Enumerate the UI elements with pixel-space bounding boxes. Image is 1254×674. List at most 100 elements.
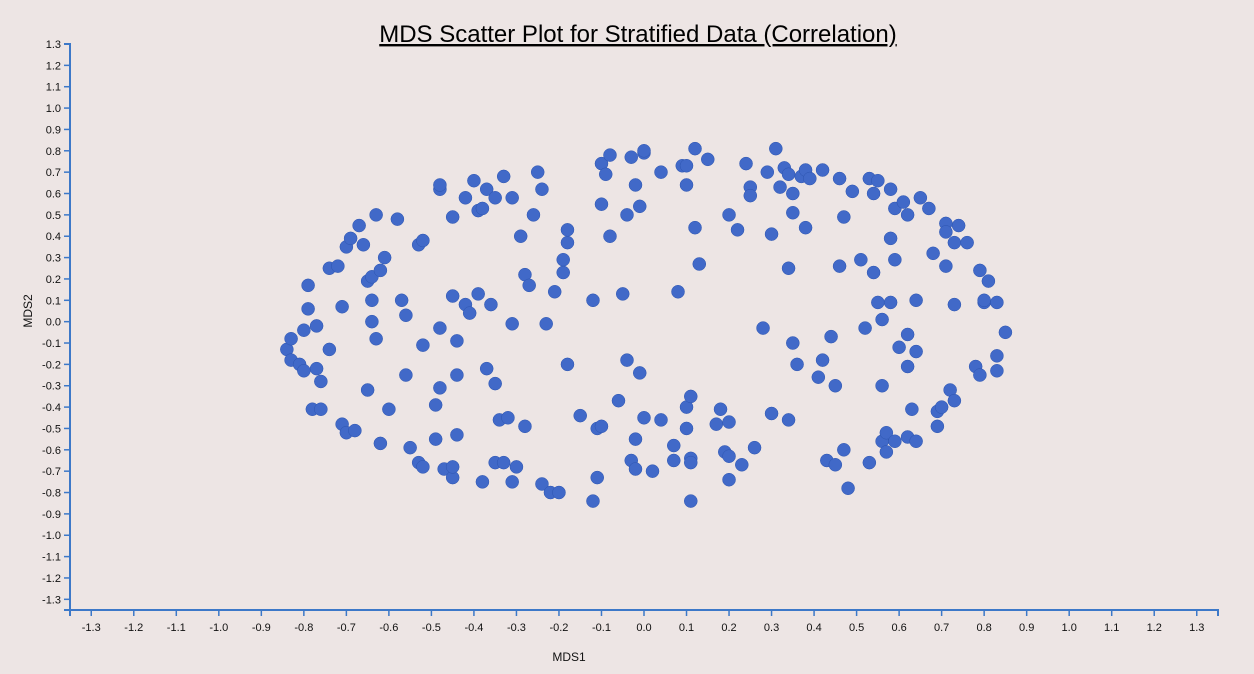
data-point [369,331,383,346]
data-point [841,481,855,496]
data-point [433,178,447,192]
data-point [845,184,860,199]
data-point [360,383,375,397]
data-point [747,440,762,455]
data-point [790,357,804,372]
data-point [301,302,315,316]
data-point [505,191,519,205]
data-point [314,374,328,389]
data-point [888,252,902,267]
data-point [526,208,541,222]
data-point [309,319,324,333]
y-tick-label: 1.3 [46,39,61,51]
data-point [505,317,519,331]
data-point [951,218,966,233]
data-point [598,167,613,182]
x-axis-label: MDS1 [552,650,586,664]
data-point [560,235,575,250]
data-point [926,246,940,261]
data-point [632,366,647,380]
data-point [637,411,651,425]
data-point [803,171,817,186]
data-point [764,406,779,421]
y-tick-label: -1.1 [42,552,61,564]
data-point [892,340,906,355]
data-point [679,421,694,436]
y-tick-label: -0.3 [42,381,61,393]
data-point [632,199,647,214]
data-point [900,359,915,374]
data-point [399,308,413,323]
data-point [922,201,936,216]
data-point [743,188,758,203]
data-point [837,443,851,457]
data-point [879,425,894,440]
data-point [539,317,553,331]
data-point [416,460,430,474]
data-point [939,259,953,273]
y-tick-label: -0.4 [42,402,61,414]
data-point [798,220,813,235]
data-point [913,191,928,205]
data-point [883,182,898,196]
data-point [654,165,668,179]
data-point [764,227,779,241]
data-point [450,368,464,382]
data-point [815,163,830,177]
data-point [939,225,953,239]
data-point [713,402,728,416]
data-point [624,150,638,164]
data-point [760,165,775,179]
y-tick-label: 0.0 [46,317,61,329]
y-tick-label: 1.1 [46,82,61,94]
y-tick-label: -1.3 [42,594,61,606]
data-point [433,381,447,395]
data-point [688,220,702,235]
data-point [722,208,736,222]
y-tick-label: -0.6 [42,445,61,457]
data-point [722,472,736,487]
data-point [615,287,630,301]
data-point [603,148,617,162]
x-tick-label: -0.3 [507,622,526,634]
data-point [475,201,490,216]
y-tick-label: 0.9 [46,124,61,136]
data-point [828,378,843,393]
data-point [684,455,698,470]
data-point [871,295,885,310]
y-tick-label: -0.2 [42,359,61,371]
data-point [854,252,868,267]
data-point [866,265,881,280]
data-point [356,238,371,252]
data-point [505,475,519,489]
data-point [735,458,749,472]
data-point [909,293,923,308]
data-point [496,455,511,470]
x-tick-label: -0.7 [337,622,356,634]
x-tick-label: -0.9 [252,622,271,634]
data-point [960,235,974,250]
data-point [709,417,724,431]
x-tick-label: 0.9 [1019,622,1034,634]
data-point [701,152,715,167]
data-point [488,376,502,391]
data-point [335,299,349,314]
data-point [373,263,388,278]
data-point [667,438,681,453]
data-point [786,186,800,201]
data-point [620,208,634,222]
data-point [909,434,923,449]
data-point [628,462,643,476]
data-point [620,353,634,367]
data-point [781,167,796,182]
x-tick-label: -0.5 [422,622,441,634]
data-point [947,235,962,250]
data-point [628,178,643,192]
data-point [331,259,345,273]
x-tick-label: -0.4 [464,622,483,634]
data-point [560,357,575,372]
data-point [905,402,919,416]
data-point [947,297,962,312]
data-point [909,344,923,359]
data-point [628,432,643,446]
